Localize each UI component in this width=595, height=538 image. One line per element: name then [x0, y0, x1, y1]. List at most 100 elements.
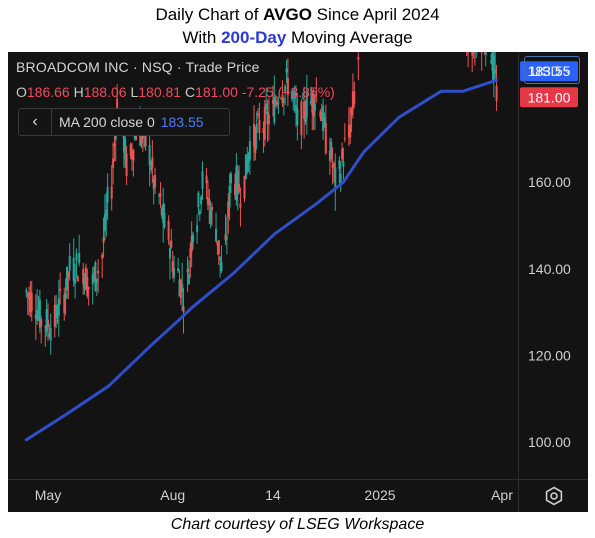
candle-body [248, 141, 251, 160]
candle-body [281, 95, 284, 104]
x-tick-label: May [35, 487, 61, 503]
currency-selector[interactable]: USD ⌄ [524, 56, 580, 84]
candle-body [255, 123, 258, 133]
candle-body [331, 164, 334, 168]
candle-body [209, 210, 212, 224]
candle-body [36, 309, 39, 321]
high-value: 188.06 [83, 84, 127, 100]
candle-body [262, 128, 265, 133]
candle-body [66, 266, 68, 291]
candle-body [293, 93, 296, 99]
candle-body [206, 197, 209, 205]
price-change: -7.25 (−3.85%) [241, 84, 335, 100]
candle-body [167, 220, 170, 240]
candle-body [246, 160, 249, 172]
candle-body [177, 268, 180, 271]
low-value: 180.81 [138, 84, 182, 100]
ma-value-badge [520, 61, 578, 82]
candle-body [196, 225, 199, 233]
candle-body [95, 279, 98, 284]
candle-body [30, 293, 33, 311]
candle-body [151, 157, 154, 168]
low-label: L [130, 84, 139, 100]
candle-body [328, 150, 331, 161]
candle-body [239, 203, 242, 208]
close-label: C [184, 84, 196, 100]
candle-body [125, 153, 128, 176]
candle-body [82, 269, 85, 285]
candle-body [285, 68, 288, 73]
ma-legend[interactable]: ‹ MA 200 close 0 183.55 [18, 108, 230, 136]
candle-body [257, 113, 260, 116]
candle-body [103, 213, 106, 232]
title2-highlight: 200-Day [221, 28, 287, 47]
candle-body [189, 248, 192, 258]
candle-body [235, 166, 238, 201]
y-tick-label: 140.00 [528, 261, 571, 277]
candle-body [44, 326, 47, 328]
y-tick-label: 120.00 [528, 347, 571, 363]
candle-body [178, 279, 181, 297]
candle-body [333, 163, 335, 167]
y-tick-label: 100.00 [528, 434, 571, 450]
candle-body [74, 279, 77, 284]
candle-body [94, 262, 97, 291]
candle-body [266, 111, 269, 125]
candle-body [169, 248, 171, 259]
candle-body [181, 283, 184, 292]
x-tick-label: Aug [160, 487, 185, 503]
candle-body [217, 240, 220, 255]
candle-body [63, 294, 66, 313]
candle-body [26, 293, 29, 296]
candle-body [295, 105, 297, 112]
chart-title-line-1: Daily Chart of AVGO Since April 2024 [0, 4, 595, 26]
candle-body [208, 199, 211, 206]
candle-body [84, 267, 87, 291]
candle-body [215, 228, 217, 241]
candle-body [227, 201, 230, 218]
candle-body [254, 129, 257, 154]
candle-body [238, 183, 241, 192]
candle-body [350, 109, 353, 116]
candle-body [303, 101, 306, 119]
ma-value-badge-label: 183.55 [528, 63, 571, 79]
candle-body [57, 298, 60, 316]
open-value: 186.66 [26, 84, 70, 100]
title-prefix: Daily Chart of [155, 5, 264, 24]
open-label: O [16, 84, 27, 100]
candle-body [72, 257, 75, 281]
candle-body [343, 138, 346, 140]
candle-body [265, 103, 268, 110]
candle-body [201, 171, 204, 189]
collapse-legend-button[interactable]: ‹ [19, 109, 52, 135]
candle-body [225, 236, 228, 240]
candle-body [490, 60, 493, 63]
candle-body [83, 278, 86, 289]
candle-body [67, 272, 70, 278]
candle-body [276, 101, 278, 106]
candle-body [124, 138, 127, 160]
candle-body [311, 92, 314, 113]
candle-body [319, 111, 322, 118]
candle-body [342, 161, 345, 167]
candle-body [200, 196, 203, 205]
candle-body [247, 153, 250, 162]
ma-legend-text: MA 200 close 0 183.55 [59, 114, 204, 130]
candle-body [339, 173, 342, 185]
candle-body [324, 122, 327, 154]
candle-body [29, 291, 32, 312]
candle-body [190, 236, 193, 252]
candle-body [292, 92, 295, 94]
candle-body [220, 261, 223, 272]
candle-body [45, 309, 48, 332]
candle-body [296, 108, 299, 126]
settings-icon[interactable] [544, 486, 564, 506]
candle-body [351, 91, 354, 110]
candle-body [37, 310, 40, 315]
candle-body [34, 314, 37, 320]
candle-body [224, 234, 227, 241]
candle-body [198, 211, 201, 215]
candle-body [228, 185, 231, 208]
candle-body [102, 237, 105, 243]
time-axis-divider [8, 479, 588, 480]
